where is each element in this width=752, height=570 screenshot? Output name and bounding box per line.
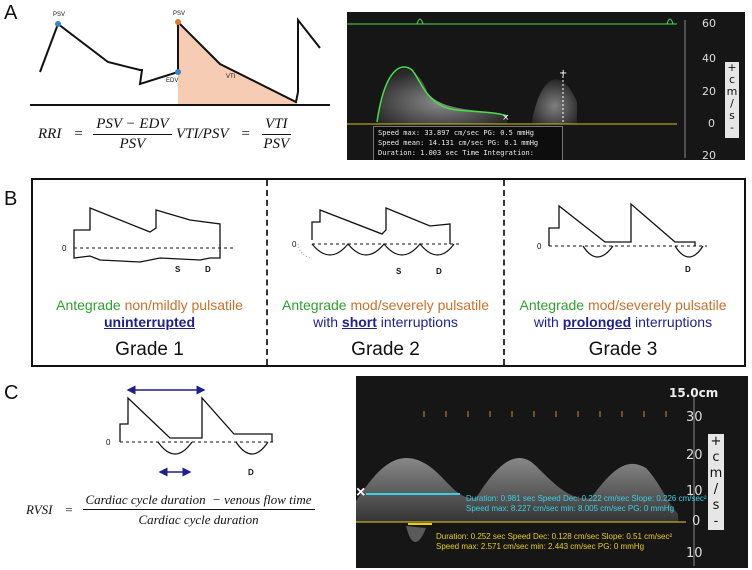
scale-tick-a-20: 20 [702, 85, 716, 98]
scale-tick-a-60: 60 [702, 17, 716, 30]
svg-text:+: + [559, 68, 567, 79]
rri-denominator: PSV [119, 136, 146, 152]
rvsi-numerator: Cardiac cycle duration − venous flow tim… [82, 491, 315, 510]
grade-divider-1 [266, 180, 268, 365]
svg-text:D: D [248, 468, 254, 477]
velocity-unit-a: + c m / s - [725, 62, 739, 138]
panel-a-letter: A [4, 2, 18, 24]
rvsi-lhs: RVSI [26, 501, 53, 517]
doppler-image-c: 15.0cm × 30 20 10 0 10 + c m / s - Duration:… [356, 376, 748, 568]
scale-tick-c-0: 0 [692, 514, 701, 529]
psv-dot-left [55, 21, 61, 27]
vti-trace [376, 66, 508, 123]
scale-tick-c-20: 20 [686, 448, 703, 463]
velocity-unit-c: + c m / s - [708, 434, 724, 530]
vti-label: VTI [226, 74, 236, 80]
psv-label-left: PSV [53, 12, 65, 18]
depth-readout: 15.0cm [669, 386, 719, 400]
grade-1-title: Grade 1 [115, 339, 184, 360]
grade-3-title: Grade 3 [588, 339, 658, 360]
scale-tick-a-0: 0 [708, 117, 715, 130]
scale-tick-a-40: 40 [702, 52, 716, 65]
scale-tick-c-neg10: 10 [686, 546, 703, 561]
venous-spectrum [356, 457, 678, 522]
cyan-measurement-readout: Duration: 0.981 sec Speed Dec: 0.222 cm/… [466, 494, 707, 513]
svg-text:0: 0 [292, 240, 297, 249]
svg-text:D: D [436, 267, 442, 275]
scale-tick-a-neg20: 20 [702, 149, 716, 160]
svg-text:×: × [502, 113, 510, 123]
svg-text:S: S [396, 267, 402, 275]
grade-3-waveform: 0 D [537, 202, 707, 274]
vti-psv-numerator: VTI [262, 116, 291, 135]
rvsi-denominator: Cardiac cycle duration [138, 512, 259, 527]
psv-dot-right [175, 19, 181, 25]
rvsi-diagram: 0 D [106, 385, 276, 477]
psv-label-right: PSV [173, 11, 185, 17]
svg-text:0: 0 [537, 242, 542, 251]
cursor-x-mark: × [356, 484, 366, 501]
rri-formula: RRI = PSV − EDV PSV [38, 116, 172, 153]
measurement-readout-a: Speed max: 33.897 cm/sec PG: 0.5 mmHg Sp… [373, 126, 563, 160]
grade-2-description-line2: with short interruptions [313, 314, 458, 330]
yellow-measurement-readout: Duration: 0.252 sec Speed Dec: 0.128 cm/… [436, 532, 673, 551]
panel-c-letter: C [4, 382, 19, 404]
vti-psv-denominator: PSV [263, 136, 290, 152]
doppler-image-a: + × 60 40 20 0 20 + c m / s - Speed max: 33.… [347, 12, 745, 160]
vti-area [178, 22, 296, 104]
edv-label: EDV [166, 78, 178, 84]
panel-b-letter: B [4, 188, 18, 210]
grade-2-description-line1: Antegrade mod/severely pulsatile [281, 297, 489, 313]
flow-signal [377, 68, 507, 124]
scale-tick-c-30: 30 [686, 410, 703, 425]
waveform-trace [39, 19, 299, 104]
grade-1-waveform: 0 S D [62, 207, 234, 274]
svg-text:D: D [685, 265, 691, 274]
grades-box [31, 178, 746, 367]
grade-1-description-line1: Antegrade non/mildly pulsatile [56, 297, 243, 313]
svg-text:0: 0 [62, 244, 67, 253]
waveform-trace-end [297, 17, 321, 92]
rri-numerator: PSV − EDV [93, 116, 172, 135]
scale-tick-c-10: 10 [686, 484, 703, 499]
grade-2-title: Grade 2 [351, 339, 420, 360]
waveform-diagram-a: PSV PSV EDV VTI [30, 11, 330, 106]
rri-lhs: RRI [38, 126, 62, 142]
svg-text:D: D [205, 265, 211, 274]
grade-1-description-line2: uninterrupted [104, 314, 195, 330]
svg-text:0: 0 [106, 438, 111, 447]
svg-text:S: S [175, 265, 181, 274]
grade-2-waveform: 0 S D [292, 207, 462, 275]
grade-3-description-line1: Antegrade mod/severely pulsatile [519, 297, 727, 313]
edv-dot [175, 69, 181, 75]
vti-psv-lhs: VTI/PSV [176, 126, 229, 142]
vti-psv-formula: VTI/PSV = VTI PSV [176, 116, 292, 153]
rvsi-formula: RVSI = Cardiac cycle duration − venous fl… [26, 491, 315, 528]
grade-3-description-line2: with prolonged interruptions [533, 314, 713, 330]
grade-divider-2 [503, 180, 505, 365]
